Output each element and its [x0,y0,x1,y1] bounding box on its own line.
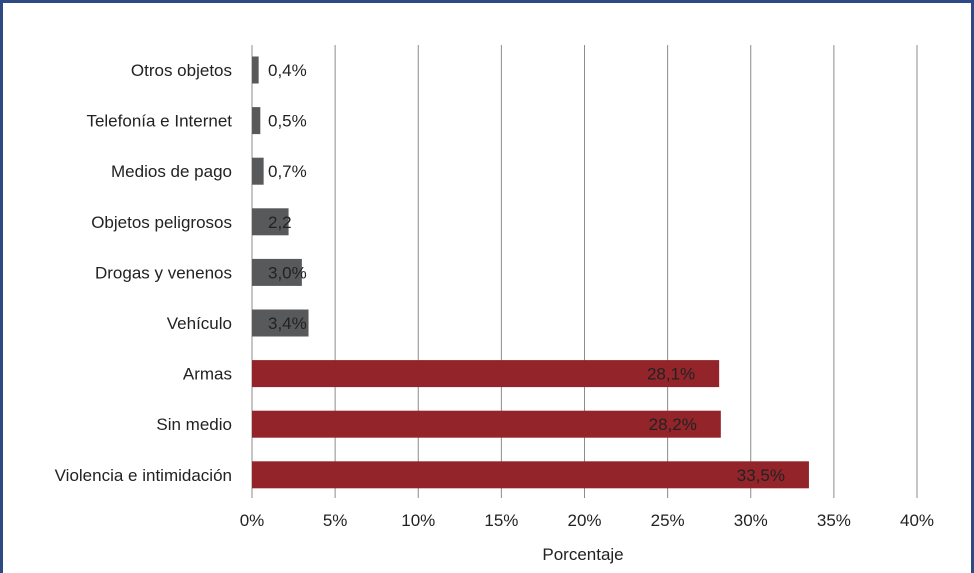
bars [252,56,809,489]
bar [252,107,261,135]
data-label: 28,2% [649,415,697,434]
bar [252,208,289,236]
data-label: 33,5% [737,466,785,485]
x-axis-title: Porcentaje [542,545,623,564]
data-label: 3,0% [268,263,307,282]
data-label: 2,2 [268,213,292,232]
category-label: Sin medio [156,415,232,434]
data-label: 0,4% [268,61,307,80]
category-label: Objetos peligrosos [91,213,232,232]
data-label: 0,7% [268,162,307,181]
bar [252,410,721,438]
data-label: 28,1% [647,365,695,384]
x-tick-label: 0% [240,511,265,530]
category-label: Medios de pago [111,162,232,181]
category-label: Vehículo [167,314,232,333]
x-tick-label: 5% [323,511,348,530]
category-label: Telefonía e Internet [86,112,232,131]
bar [252,157,264,185]
bar [252,56,259,84]
data-label: 0,5% [268,112,307,131]
category-label: Otros objetos [131,61,232,80]
x-tick-label: 35% [817,511,851,530]
bar [252,461,809,489]
bar [252,258,302,286]
x-tick-labels: 0% 5% 10% 15% 20% 25% 30% 35% 40% [240,511,934,530]
category-label: Armas [183,365,232,384]
x-tick-label: 30% [734,511,768,530]
x-tick-label: 10% [401,511,435,530]
data-label: 3,4% [268,314,307,333]
category-label: Drogas y venenos [95,263,232,282]
category-label: Violencia e intimidación [55,466,232,485]
value-labels: 0,4% 0,5% 0,7% 2,2 3,0% 3,4% 28,1% 28,2% 33,5% [268,61,785,485]
x-tick-label: 20% [567,511,601,530]
bar [252,360,720,388]
category-labels: Otros objetos Telefonía e Internet Medios … [55,61,233,485]
x-tick-label: 15% [484,511,518,530]
x-tick-label: 25% [651,511,685,530]
bar [252,309,309,337]
x-tick-label: 40% [900,511,934,530]
